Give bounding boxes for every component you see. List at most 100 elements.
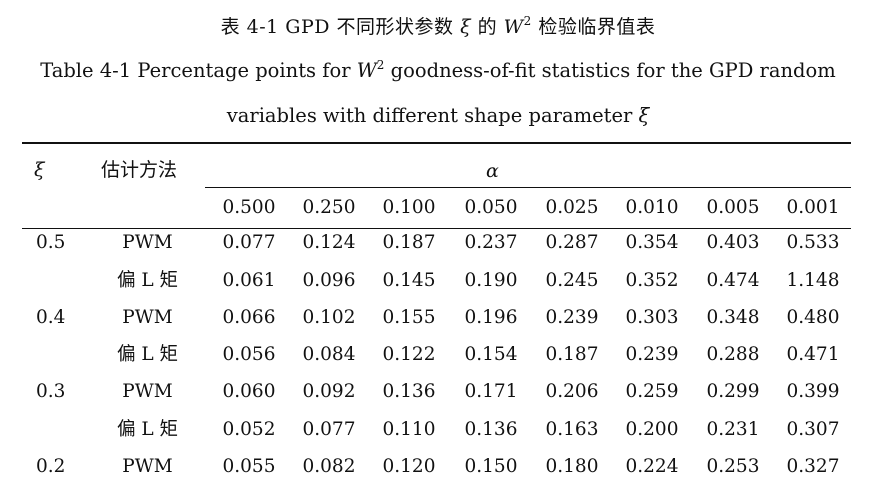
critical-value-cell: 0.084 (302, 344, 356, 365)
alpha-value-header: 0.250 (302, 197, 356, 218)
critical-value-cell: 0.187 (382, 232, 436, 253)
critical-value-cell: 0.303 (625, 307, 679, 328)
critical-value-cell: 0.354 (625, 232, 679, 253)
critical-value-cell: 0.352 (625, 270, 679, 291)
table-caption-english-line2: variables with different shape parameter… (0, 104, 876, 127)
alpha-value-header: 0.001 (786, 197, 840, 218)
method-cell: 偏 L 矩 (116, 344, 179, 365)
table-row: 偏 L 矩 0.052 0.077 0.110 0.136 0.163 0.200 0.231… (0, 419, 876, 451)
critical-value-cell: 0.150 (464, 456, 518, 477)
caption-en-line2-prefix: variables with different shape parameter (226, 104, 639, 127)
alpha-group-header: α (486, 160, 499, 182)
alpha-value-header: 0.025 (545, 197, 599, 218)
critical-value-cell: 0.110 (382, 419, 436, 440)
critical-value-cell: 0.224 (625, 456, 679, 477)
table-row: 偏 L 矩 0.056 0.084 0.122 0.154 0.187 0.239 0.288… (0, 344, 876, 376)
xi-column-header: ξ (34, 159, 45, 181)
critical-value-cell: 0.056 (222, 344, 276, 365)
caption-en-w: W (356, 59, 377, 82)
critical-value-cell: 0.206 (545, 381, 599, 402)
critical-value-cell: 0.136 (464, 419, 518, 440)
alpha-value-header: 0.010 (625, 197, 679, 218)
caption-cn-suffix: 检验临界值表 (531, 16, 656, 38)
table-row: 0.3 PWM 0.060 0.092 0.136 0.171 0.206 0.259 0.29… (0, 381, 876, 413)
critical-value-cell: 0.055 (222, 456, 276, 477)
table-row: 偏 L 矩 0.061 0.096 0.145 0.190 0.245 0.352 0.474… (0, 270, 876, 302)
critical-value-cell: 0.136 (382, 381, 436, 402)
critical-value-cell: 0.253 (706, 456, 760, 477)
alpha-value-header: 0.100 (382, 197, 436, 218)
critical-value-cell: 1.148 (786, 270, 840, 291)
xi-cell: 0.5 (36, 232, 66, 253)
critical-value-cell: 0.327 (786, 456, 840, 477)
critical-value-cell: 0.066 (222, 307, 276, 328)
critical-value-cell: 0.145 (382, 270, 436, 291)
alpha-group-rule (205, 187, 851, 188)
critical-value-cell: 0.200 (625, 419, 679, 440)
critical-value-cell: 0.077 (302, 419, 356, 440)
critical-value-cell: 0.180 (545, 456, 599, 477)
table-caption-chinese: 表 4-1 GPD 不同形状参数 ξ 的 W2 检验临界值表 (0, 12, 876, 39)
critical-value-cell: 0.239 (545, 307, 599, 328)
table-row: 0.2 PWM 0.055 0.082 0.120 0.150 0.180 0.224 0.25… (0, 456, 876, 488)
critical-value-cell: 0.239 (625, 344, 679, 365)
caption-cn-prefix: 表 4-1 GPD 不同形状参数 (220, 16, 461, 38)
alpha-value-header: 0.005 (706, 197, 760, 218)
caption-en-suffix: goodness-of-fit statistics for the GPD r… (384, 59, 836, 82)
critical-value-cell: 0.403 (706, 232, 760, 253)
critical-value-cell: 0.171 (464, 381, 518, 402)
caption-en-line2-xi: ξ (638, 104, 650, 127)
critical-value-cell: 0.259 (625, 381, 679, 402)
critical-value-cell: 0.096 (302, 270, 356, 291)
critical-value-cell: 0.061 (222, 270, 276, 291)
critical-value-cell: 0.060 (222, 381, 276, 402)
xi-cell: 0.3 (36, 381, 66, 402)
method-cell: PWM (122, 381, 173, 402)
alpha-value-header: 0.050 (464, 197, 518, 218)
critical-value-cell: 0.196 (464, 307, 518, 328)
critical-value-cell: 0.348 (706, 307, 760, 328)
critical-value-cell: 0.480 (786, 307, 840, 328)
method-column-header: 估计方法 (101, 159, 178, 181)
critical-value-cell: 0.052 (222, 419, 276, 440)
critical-value-cell: 0.474 (706, 270, 760, 291)
method-cell: 偏 L 矩 (116, 419, 179, 440)
critical-value-cell: 0.471 (786, 344, 840, 365)
table-header-rule (22, 228, 851, 230)
method-cell: PWM (122, 307, 173, 328)
caption-en-sup: 2 (376, 58, 385, 72)
caption-cn-mid: 的 (471, 16, 504, 38)
critical-value-cell: 0.237 (464, 232, 518, 253)
critical-value-cell: 0.287 (545, 232, 599, 253)
critical-value-cell: 0.102 (302, 307, 356, 328)
method-cell: PWM (122, 456, 173, 477)
method-cell: 偏 L 矩 (116, 270, 179, 291)
critical-value-cell: 0.124 (302, 232, 356, 253)
critical-value-cell: 0.307 (786, 419, 840, 440)
critical-value-cell: 0.122 (382, 344, 436, 365)
alpha-value-header: 0.500 (222, 197, 276, 218)
caption-en-prefix: Table 4-1 Percentage points for (40, 59, 357, 82)
table-caption-english-line1: Table 4-1 Percentage points for W2 goodn… (0, 59, 876, 82)
critical-value-cell: 0.187 (545, 344, 599, 365)
critical-value-cell: 0.231 (706, 419, 760, 440)
critical-value-cell: 0.190 (464, 270, 518, 291)
critical-value-cell: 0.288 (706, 344, 760, 365)
critical-value-cell: 0.120 (382, 456, 436, 477)
table-row: 0.4 PWM 0.066 0.102 0.155 0.196 0.239 0.303 0.34… (0, 307, 876, 339)
xi-cell: 0.2 (36, 456, 66, 477)
caption-cn-w: W (503, 16, 524, 38)
table-row: 0.5 PWM 0.077 0.124 0.187 0.237 0.287 0.354 0.40… (0, 232, 876, 264)
critical-value-cell: 0.299 (706, 381, 760, 402)
critical-value-cell: 0.533 (786, 232, 840, 253)
table-top-rule (22, 142, 851, 144)
xi-cell: 0.4 (36, 307, 66, 328)
critical-value-cell: 0.092 (302, 381, 356, 402)
caption-cn-sup: 2 (523, 14, 532, 28)
critical-value-cell: 0.082 (302, 456, 356, 477)
critical-value-cell: 0.154 (464, 344, 518, 365)
critical-value-cell: 0.163 (545, 419, 599, 440)
critical-value-cell: 0.077 (222, 232, 276, 253)
caption-cn-xi: ξ (460, 16, 472, 38)
critical-value-cell: 0.155 (382, 307, 436, 328)
